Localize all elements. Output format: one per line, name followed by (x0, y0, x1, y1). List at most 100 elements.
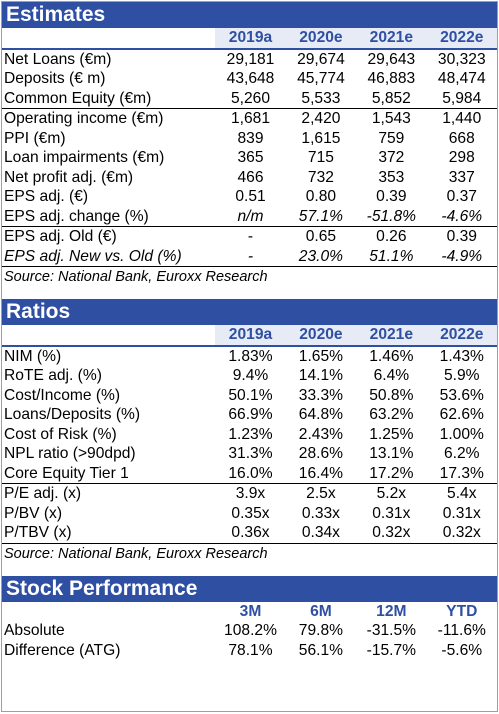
cell-value: 1.46% (356, 344, 427, 366)
cell-value: 64.8% (298, 406, 344, 423)
cell-value: 14.1% (298, 367, 344, 384)
cell-value: n/m (237, 207, 264, 225)
table-row: EPS adj. Old (€) - 0.65 0.26 0.39 (2, 226, 497, 247)
row-label: RoTE adj. (%) (4, 367, 102, 384)
cell-value: 63.2% (369, 406, 414, 423)
cell-value: 51.1% (369, 247, 414, 265)
cell-value: 365 (237, 149, 264, 166)
estimates-section-header: Estimates (2, 2, 497, 28)
cell-value: 62.6% (439, 406, 484, 423)
period-header: 3M (215, 601, 286, 621)
cell-value: 5.9% (444, 367, 480, 384)
header-spacer (2, 28, 216, 49)
cell-value: 0.65 (285, 226, 357, 247)
year-header: 2021e (356, 325, 427, 346)
row-label: Difference (ATG) (4, 641, 121, 659)
cell-value: 466 (237, 168, 264, 186)
cell-value: 372 (378, 149, 405, 166)
header-spacer (2, 325, 216, 346)
cell-value: 16.4% (298, 464, 344, 482)
cell-value: 57.1% (298, 207, 344, 225)
table-row: RoTE adj. (%) 9.4% 14.1% 6.4% 5.9% (2, 366, 497, 386)
cell-value: 1.83% (215, 344, 286, 366)
cell-value: 0.34x (301, 524, 340, 541)
table-row: P/BV (x) 0.35x 0.33x 0.31x 0.31x (2, 504, 497, 524)
cell-value: 46,883 (367, 70, 416, 87)
row-label: P/TBV (x) (4, 524, 72, 541)
cell-value: 759 (378, 129, 405, 147)
cell-value: 353 (378, 168, 405, 186)
cell-value: 17.3% (439, 464, 484, 482)
cell-value: 5,260 (230, 89, 270, 107)
cell-value: 732 (307, 168, 334, 186)
row-label: NPL ratio (>90dpd) (4, 445, 136, 462)
cell-value: 29,674 (285, 47, 357, 69)
row-label: P/BV (x) (4, 504, 63, 522)
cell-value: 17.2% (369, 464, 414, 482)
estimates-table: 2019a 2020e 2021e 2022e Net Loans (€m) 2… (2, 28, 497, 266)
row-label: EPS adj. change (%) (4, 207, 149, 225)
cell-value: 9.4% (232, 367, 269, 384)
cell-value: 5,533 (301, 89, 341, 107)
cell-value: 298 (448, 149, 475, 166)
cell-value: 0.32x (372, 524, 411, 541)
table-row: Deposits (€ m) 43,648 45,774 46,883 48,4… (2, 69, 497, 89)
cell-value: 1,440 (426, 108, 497, 129)
table-row: P/TBV (x) 0.36x 0.34x 0.32x 0.32x (2, 523, 497, 543)
year-header: 2022e (426, 325, 497, 346)
cell-value: 1,681 (215, 108, 286, 129)
cell-value: 1,615 (301, 129, 341, 147)
cell-value: 48,474 (437, 70, 486, 87)
cell-value: 1,543 (356, 108, 427, 129)
cell-value: 13.1% (369, 445, 414, 462)
year-header: 2020e (285, 325, 357, 346)
row-label: Cost/Income (%) (4, 386, 121, 404)
cell-value: 1.00% (439, 425, 484, 443)
row-label: Loan impairments (€m) (4, 149, 165, 166)
cell-value: 1.65% (285, 344, 357, 366)
cell-value: 0.32x (442, 524, 481, 541)
estimates-year-header-row: 2019a 2020e 2021e 2022e (2, 28, 497, 49)
year-header: 2020e (285, 28, 357, 49)
cell-value: 5.2x (356, 483, 427, 504)
table-row: Absolute 108.2% 79.8% -31.5% -11.6% (2, 621, 497, 641)
row-label: Net Loans (€m) (2, 47, 216, 69)
row-label: PPI (€m) (4, 129, 66, 147)
cell-value: 0.33x (301, 504, 340, 522)
row-label: Net profit adj. (€m) (4, 168, 134, 186)
ratios-source-note: Source: National Bank, Euroxx Research (2, 542, 497, 564)
cell-value: 56.1% (298, 641, 344, 659)
cell-value: 0.35x (231, 504, 270, 522)
cell-value: 0.51 (235, 188, 266, 205)
row-label: P/E adj. (x) (2, 483, 216, 504)
table-row: Common Equity (€m) 5,260 5,533 5,852 5,9… (2, 89, 497, 109)
cell-value: 715 (307, 149, 334, 166)
cell-value: -11.6% (437, 622, 486, 639)
table-row: EPS adj. change (%) n/m 57.1% -51.8% -4.… (2, 207, 497, 227)
table-row: Cost/Income (%) 50.1% 33.3% 50.8% 53.6% (2, 386, 497, 406)
cell-value: 33.3% (298, 386, 344, 404)
cell-value: -31.5% (366, 622, 417, 639)
year-header: 2019a (215, 325, 286, 346)
row-label: EPS adj. New vs. Old (%) (4, 247, 182, 265)
period-header: 12M (356, 601, 427, 621)
cell-value: 0.31x (442, 504, 481, 522)
period-header: 6M (285, 601, 357, 621)
cell-value: 5,984 (442, 89, 482, 107)
cell-value: 108.2% (224, 622, 277, 639)
cell-value: 16.0% (228, 464, 273, 482)
cell-value: 53.6% (439, 386, 484, 404)
cell-value: 839 (237, 129, 264, 147)
cell-value: 50.8% (369, 386, 414, 404)
cell-value: 0.39 (426, 226, 497, 247)
table-row: EPS adj. New vs. Old (%) - 23.0% 51.1% -… (2, 247, 497, 267)
table-row: Cost of Risk (%) 1.23% 2.43% 1.25% 1.00% (2, 425, 497, 445)
row-label: EPS adj. Old (€) (2, 226, 216, 247)
cell-value: -4.6% (441, 207, 483, 225)
cell-value: -5.6% (441, 641, 483, 659)
cell-value: 28.6% (298, 445, 344, 462)
cell-value: 2,420 (285, 108, 357, 129)
ratios-year-header-row: 2019a 2020e 2021e 2022e (2, 325, 497, 346)
row-label: Deposits (€ m) (4, 70, 106, 87)
